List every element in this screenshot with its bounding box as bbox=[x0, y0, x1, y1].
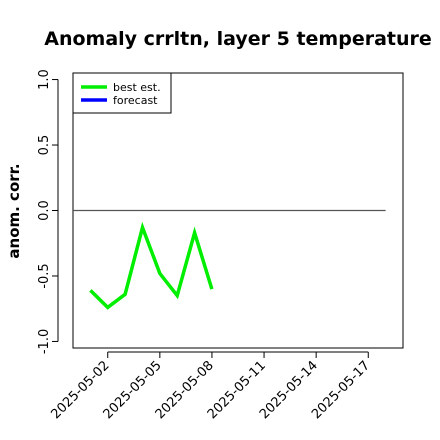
legend-label: best est. bbox=[113, 81, 161, 94]
x-axis: 2025-05-022025-05-052025-05-082025-05-11… bbox=[49, 351, 373, 422]
series-group bbox=[89, 221, 214, 310]
y-tick-label: 1.0 bbox=[37, 69, 52, 90]
y-axis-label: anom. corr. bbox=[5, 163, 23, 258]
legend: best est.forecast bbox=[72, 72, 172, 114]
legend-box bbox=[72, 72, 172, 114]
y-axis: -1.0 -0.5 0.0 0.5 1.0 bbox=[37, 69, 59, 354]
y-tick-label: 0.5 bbox=[37, 135, 52, 156]
y-tick-label: -1.0 bbox=[37, 329, 52, 354]
chart-title: Anomaly crrltn, layer 5 temperature bbox=[44, 28, 432, 50]
y-tick-label: -0.5 bbox=[37, 263, 52, 288]
legend-label: forecast bbox=[113, 94, 158, 107]
series-line-best-est bbox=[89, 221, 214, 310]
y-tick-label: 0.0 bbox=[37, 200, 52, 221]
